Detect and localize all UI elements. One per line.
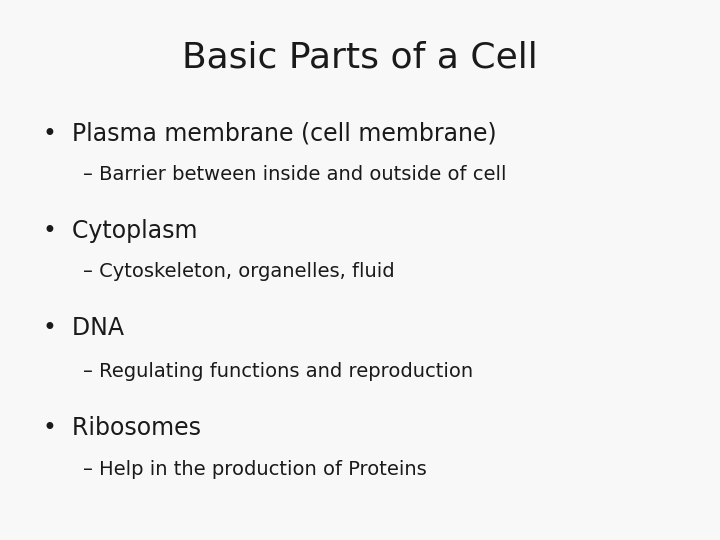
Text: – Help in the production of Proteins: – Help in the production of Proteins [83,460,426,479]
Text: – Regulating functions and reproduction: – Regulating functions and reproduction [83,362,473,381]
Text: •  Plasma membrane (cell membrane): • Plasma membrane (cell membrane) [43,122,497,145]
Text: •  DNA: • DNA [43,316,124,340]
Text: •  Cytoplasm: • Cytoplasm [43,219,198,242]
Text: Basic Parts of a Cell: Basic Parts of a Cell [182,40,538,75]
Text: – Barrier between inside and outside of cell: – Barrier between inside and outside of … [83,165,506,184]
Text: – Cytoskeleton, organelles, fluid: – Cytoskeleton, organelles, fluid [83,262,395,281]
Text: •  Ribosomes: • Ribosomes [43,416,201,440]
